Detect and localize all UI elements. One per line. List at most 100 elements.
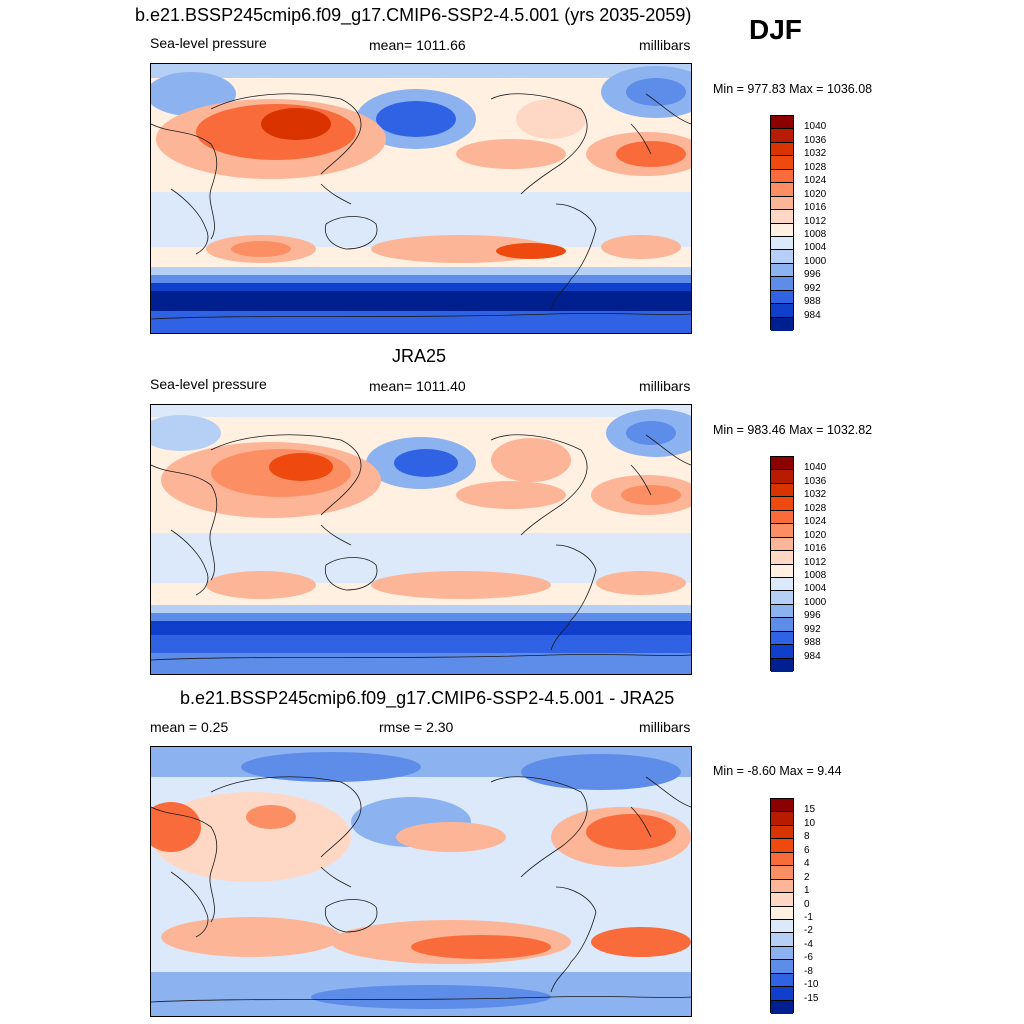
colorbar-swatch [771,825,793,840]
panel-2-map [150,404,692,675]
colorbar-swatch [771,210,793,224]
colorbar-label: 1032 [804,148,827,160]
sh-pos-atlantic [591,927,691,957]
colorbar-label: -10 [804,979,819,991]
so-neg-core [311,985,551,1009]
colorbar-label: -15 [804,992,819,1004]
colorbar-swatch [771,604,793,619]
na-high [516,99,586,139]
season-label: DJF [749,14,802,45]
panel-3-rmse-label: rmse = 2.30 [379,719,454,735]
colorbar-label: -8 [804,965,813,977]
coastlines [151,93,691,320]
colorbar-swatch [771,317,793,331]
colorbar-swatch [771,658,793,672]
sh-high-indian [206,571,316,599]
colorbar-swatch [771,497,793,511]
colorbar-swatch [771,524,793,538]
colorbar-label: -6 [804,952,813,964]
colorbar-label: 1004 [804,583,827,595]
arctic-neg-core [241,752,421,782]
antarctic-band [151,653,691,674]
so-band-4 [151,635,691,653]
colorbar-swatch [771,879,793,894]
colorbar-label: 1040 [804,121,827,133]
pacific-pos [396,822,506,852]
aleutian-low-core [376,101,456,137]
colorbar-swatch [771,250,793,264]
colorbar-swatch [771,551,793,565]
sh-pos-pacific-core [411,935,551,959]
colorbar-label: 0 [804,898,810,910]
colorbar-label: 992 [804,282,821,294]
colorbar-label: 984 [804,650,821,662]
panel-1-map [150,63,692,334]
sh-high-atlantic [601,235,681,259]
so-band-3 [151,621,691,635]
colorbar-swatch [771,183,793,197]
colorbar-label: 1024 [804,175,827,187]
colorbar-label: 996 [804,610,821,622]
colorbar-swatch [771,852,793,867]
colorbar-swatch [771,304,793,318]
colorbar-label: 1036 [804,475,827,487]
panel-1-colorbar [770,115,794,331]
colorbar-label: -4 [804,938,813,950]
panel-2-units-label: millibars [639,378,691,394]
panel-3-map [150,746,692,1017]
so-band-3 [151,283,691,293]
so-band-2 [151,613,691,623]
so-band-2 [151,275,691,285]
colorbar-label: 1016 [804,202,827,214]
sh-pos-indian [161,917,341,957]
panel-1-minmax: Min = 977.83 Max = 1036.08 [713,82,873,96]
colorbar-label: 988 [804,296,821,308]
colorbar-swatch [771,457,793,471]
siberian-high-core [261,108,331,140]
panel-2-variable-label: Sea-level pressure [150,376,267,392]
colorbar-label: 1040 [804,462,827,474]
colorbar-label: 988 [804,637,821,649]
colorbar-swatch [771,866,793,880]
panel-1-variable-label: Sea-level pressure [150,35,267,51]
so-band-1 [151,267,691,277]
colorbar-swatch [771,196,793,211]
colorbar-swatch [771,919,793,934]
sh-high-atlantic [596,571,686,595]
colorbar-label: 1016 [804,543,827,555]
colorbar-swatch [771,645,793,659]
panel-1-title: b.e21.BSSP245cmip6.f09_g17.CMIP6-SSP2-4.… [135,5,692,25]
colorbar-swatch [771,483,793,498]
colorbar-swatch [771,156,793,170]
sh-high-pacific [371,571,551,599]
arctic-low [151,64,691,78]
eurasia-pos [151,792,351,882]
colorbar-swatch [771,577,793,592]
panel-1-units-label: millibars [639,37,691,53]
colorbar-label: 8 [804,831,810,843]
panel-1-mean-label: mean= 1011.66 [369,37,466,53]
colorbar-swatch [771,116,793,130]
pacific-high-north [456,481,566,509]
colorbar-swatch [771,946,793,961]
colorbar-swatch [771,618,793,632]
colorbar-swatch [771,564,793,578]
colorbar-swatch [771,906,793,920]
sh-high-pacific-core [496,243,566,259]
colorbar-swatch [771,960,793,974]
europe-pos [151,802,201,852]
colorbar-swatch [771,236,793,251]
panel-3-mean-label: mean = 0.25 [150,719,229,735]
aleutian-low-core [394,449,458,477]
panel-2-minmax: Min = 983.46 Max = 1032.82 [713,423,873,437]
colorbar-swatch [771,510,793,525]
panel-2-colorbar [770,456,794,672]
colorbar-label: 1004 [804,242,827,254]
icelandic-low-core [626,78,686,106]
colorbar-label: 6 [804,844,810,856]
coastlines [151,434,691,661]
colorbar-label: 1 [804,885,810,897]
colorbar-label: 984 [804,309,821,321]
na-high [491,438,571,482]
panel-2-map-svg [151,405,691,674]
